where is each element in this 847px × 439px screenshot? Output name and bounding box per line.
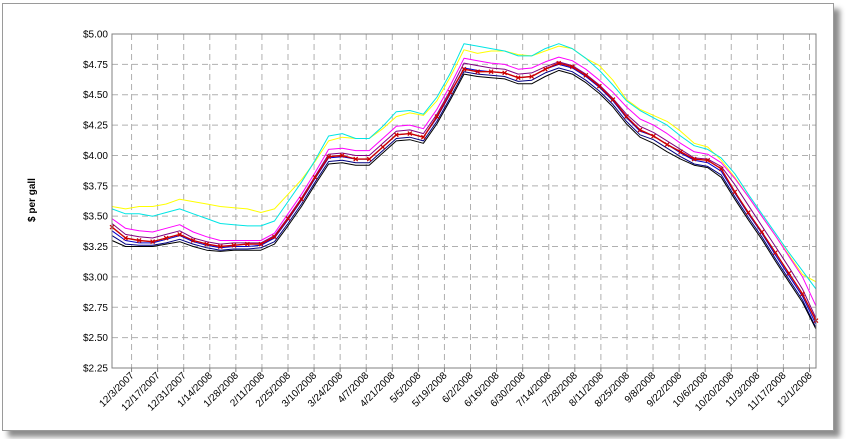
series-point bbox=[285, 216, 291, 222]
series-point bbox=[569, 64, 575, 70]
gridlines bbox=[112, 34, 816, 368]
y-tick-label: $3.75 bbox=[83, 181, 108, 192]
y-tick-label: $2.50 bbox=[83, 333, 108, 344]
series-point bbox=[380, 144, 386, 150]
series-line-5 bbox=[111, 63, 817, 325]
y-tick-label: $4.50 bbox=[83, 90, 108, 101]
y-tick-label: $3.50 bbox=[83, 212, 108, 223]
series-line-2 bbox=[111, 43, 817, 290]
series-line-8 bbox=[111, 62, 817, 321]
series-point bbox=[515, 75, 521, 81]
series-point bbox=[800, 291, 805, 297]
series-point bbox=[163, 235, 169, 241]
series-point bbox=[759, 229, 765, 235]
series-point bbox=[637, 127, 643, 133]
series-point bbox=[258, 241, 264, 247]
y-tick-label: $5.00 bbox=[83, 30, 108, 41]
series-point bbox=[231, 242, 237, 248]
series-point bbox=[150, 239, 156, 245]
series-point bbox=[312, 174, 318, 180]
series-point bbox=[461, 66, 467, 72]
series-point bbox=[448, 89, 453, 95]
y-tick-label: $4.75 bbox=[83, 60, 108, 71]
series-point bbox=[596, 83, 602, 89]
series-line-7 bbox=[111, 69, 817, 330]
series-point bbox=[718, 166, 724, 172]
series-line-6 bbox=[111, 67, 817, 329]
x-tick-labels: 12/3/200712/17/200712/31/20071/14/20081/… bbox=[97, 368, 815, 414]
series-point bbox=[678, 149, 684, 155]
series-point bbox=[420, 134, 426, 140]
series-point bbox=[177, 231, 183, 237]
series-point bbox=[691, 156, 697, 162]
series-lines bbox=[109, 43, 819, 330]
series-point bbox=[664, 142, 670, 147]
series-point bbox=[732, 189, 738, 195]
series-point bbox=[529, 74, 535, 79]
y-tick-label: $4.00 bbox=[83, 151, 108, 162]
series-point bbox=[786, 270, 792, 276]
series-point bbox=[326, 154, 332, 160]
series-point bbox=[475, 69, 480, 75]
series-point bbox=[542, 66, 548, 72]
series-point bbox=[366, 156, 372, 162]
series-point bbox=[610, 97, 616, 103]
series-line-3 bbox=[111, 56, 817, 307]
series-point bbox=[772, 250, 778, 256]
series-point bbox=[745, 210, 751, 215]
y-tick-label: $3.00 bbox=[83, 272, 108, 283]
series-point bbox=[136, 238, 142, 243]
series-point bbox=[705, 157, 711, 163]
series-point bbox=[299, 196, 304, 202]
series-point bbox=[502, 70, 508, 76]
plot-area-border bbox=[111, 33, 817, 369]
series-point bbox=[556, 60, 562, 66]
series-point bbox=[204, 241, 210, 247]
series-point bbox=[393, 132, 399, 138]
series-point bbox=[190, 238, 196, 243]
series-point bbox=[583, 72, 589, 78]
series-point bbox=[488, 69, 494, 75]
series-point bbox=[353, 156, 359, 162]
series-line-1 bbox=[111, 45, 817, 283]
y-tick-label: $2.75 bbox=[83, 303, 108, 314]
y-tick-label: $4.25 bbox=[83, 121, 108, 132]
series-point bbox=[339, 153, 345, 158]
y-axis-title: $ per gall bbox=[27, 178, 38, 222]
series-point bbox=[434, 114, 440, 120]
series-point bbox=[123, 235, 128, 241]
y-tick-label: $2.25 bbox=[83, 364, 108, 375]
series-point bbox=[217, 244, 223, 249]
series-point bbox=[651, 133, 656, 139]
series-point bbox=[244, 241, 250, 247]
series-point bbox=[407, 131, 413, 137]
series-point bbox=[624, 114, 629, 120]
series-point bbox=[272, 234, 277, 240]
y-tick-label: $3.25 bbox=[83, 242, 108, 253]
series-line-4 bbox=[111, 61, 817, 319]
y-tick-labels: $2.25 $2.50 $2.75 $3.00 $3.25 $3.50 $3.75 $4.00… bbox=[83, 30, 108, 375]
